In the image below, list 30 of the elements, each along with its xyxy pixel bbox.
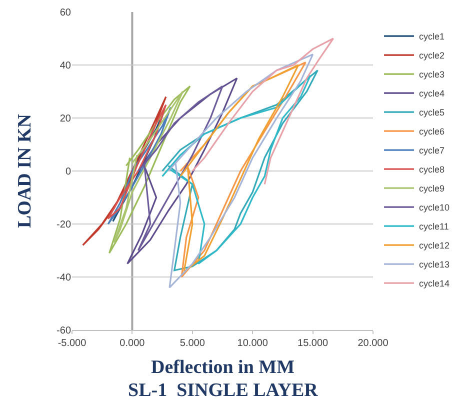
legend-label: cycle14 bbox=[419, 278, 450, 289]
legend-label: cycle10 bbox=[419, 202, 450, 213]
y-tick-label: -60 bbox=[56, 326, 72, 336]
x-tick-label: 20.000 bbox=[358, 338, 389, 349]
y-axis-title: LOAD IN KN bbox=[14, 114, 36, 228]
x-tick-label: 5.000 bbox=[180, 338, 206, 349]
x-tick-label: 10.000 bbox=[237, 338, 268, 349]
legend-label: cycle3 bbox=[419, 70, 445, 80]
y-tick-label: 0 bbox=[65, 166, 72, 178]
legend-label: cycle6 bbox=[419, 126, 445, 137]
legend-label: cycle2 bbox=[419, 50, 445, 61]
y-tick-label: 60 bbox=[60, 8, 72, 18]
legend-label: cycle5 bbox=[419, 108, 445, 118]
legend-label: cycle13 bbox=[419, 260, 450, 270]
legend-label: cycle1 bbox=[419, 32, 445, 42]
y-tick-label: 20 bbox=[60, 114, 72, 124]
y-tick-label: 40 bbox=[60, 60, 72, 72]
x-tick-label: 0.000 bbox=[120, 338, 146, 349]
y-tick-label: -40 bbox=[56, 272, 72, 284]
legend-label: cycle7 bbox=[419, 146, 445, 156]
x-axis-title: Deflection in MM bbox=[151, 357, 295, 378]
legend-label: cycle11 bbox=[419, 222, 449, 232]
text: SL-1 SINGLE LAYER bbox=[128, 380, 318, 401]
legend-label: cycle9 bbox=[419, 184, 445, 194]
x-tick-label: -5.000 bbox=[58, 338, 87, 349]
x-tick-label: 15.000 bbox=[298, 338, 329, 349]
legend-label: cycle4 bbox=[419, 88, 445, 99]
legend-label: cycle8 bbox=[419, 164, 445, 175]
legend-label: cycle12 bbox=[419, 240, 450, 251]
y-tick-label: -20 bbox=[56, 220, 72, 230]
